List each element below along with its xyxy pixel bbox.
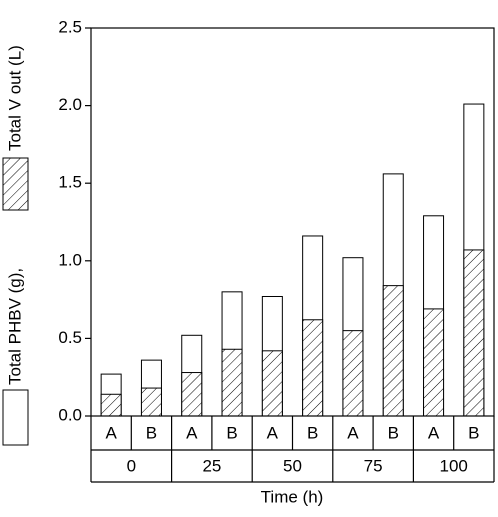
y-tick-label: 0.5 xyxy=(58,328,82,347)
y-tick-label: 1.0 xyxy=(58,250,82,269)
bar xyxy=(302,319,324,417)
bar xyxy=(382,285,404,417)
bar xyxy=(423,308,445,417)
group-label: 50 xyxy=(283,456,302,475)
group-label: 75 xyxy=(364,456,383,475)
legend-label: Total V out (L) xyxy=(5,45,24,151)
x-tick-label: A xyxy=(186,423,198,442)
x-tick-label: B xyxy=(468,423,479,442)
x-tick-label: A xyxy=(267,423,279,442)
legend-swatch xyxy=(2,389,29,446)
group-label: 25 xyxy=(202,456,221,475)
legend-swatch xyxy=(2,157,29,211)
x-tick-label: B xyxy=(146,423,157,442)
bar xyxy=(100,393,122,417)
bar xyxy=(181,372,203,417)
x-tick-label: B xyxy=(307,423,318,442)
x-axis-title: Time (h) xyxy=(261,487,324,506)
bar xyxy=(261,350,283,417)
group-label: 100 xyxy=(440,456,468,475)
bar xyxy=(221,348,243,417)
x-tick-label: B xyxy=(226,423,237,442)
x-tick-label: A xyxy=(428,423,440,442)
y-tick-label: 2.5 xyxy=(58,17,82,36)
y-tick-label: 0.0 xyxy=(58,405,82,424)
bar xyxy=(463,249,485,417)
bar xyxy=(140,387,162,417)
x-tick-label: B xyxy=(388,423,399,442)
y-tick-label: 2.0 xyxy=(58,95,82,114)
bar xyxy=(342,330,364,417)
group-label: 0 xyxy=(127,456,136,475)
x-tick-label: A xyxy=(347,423,359,442)
y-tick-label: 1.5 xyxy=(58,173,82,192)
legend-label: Total PHBV (g), xyxy=(5,268,24,385)
x-tick-label: A xyxy=(105,423,117,442)
